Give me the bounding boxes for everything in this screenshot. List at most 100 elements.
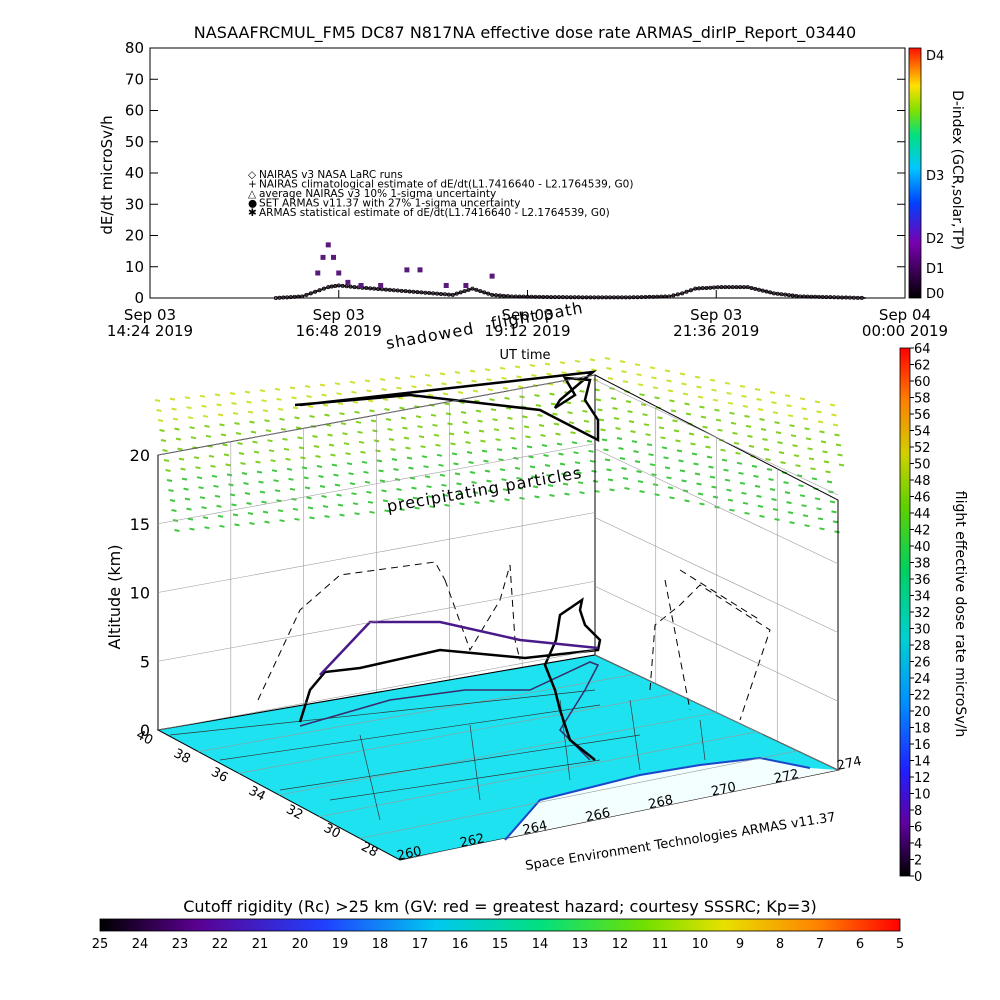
particle-marker: [657, 416, 663, 420]
particle-marker: [762, 438, 768, 441]
particle-marker: [550, 402, 557, 406]
particle-marker: [205, 434, 212, 438]
nairas-point: [723, 285, 728, 290]
particle-marker: [265, 429, 272, 433]
particle-marker: [247, 512, 254, 515]
particle-marker: [261, 500, 267, 504]
latitude-tick-label: 34: [246, 784, 268, 805]
particle-marker: [679, 469, 686, 473]
nairas-point: [462, 289, 467, 294]
particle-marker: [441, 483, 447, 487]
particle-marker: [471, 379, 477, 383]
nairas-point: [596, 295, 601, 300]
particle-marker: [249, 420, 255, 424]
particle-marker: [615, 427, 621, 430]
particle-marker: [778, 451, 785, 455]
particle-marker: [216, 504, 222, 508]
nairas-point: [680, 291, 685, 296]
particle-marker: [444, 503, 450, 507]
particle-marker: [544, 362, 551, 366]
nairas-point: [588, 295, 593, 300]
particle-marker: [619, 457, 626, 460]
nairas-point: [340, 283, 345, 288]
dose-rate-tick-label: 52: [914, 441, 931, 456]
flight-track-cruise: [319, 620, 599, 676]
particle-marker: [376, 459, 383, 463]
particle-marker: [706, 455, 713, 459]
particle-marker: [634, 460, 641, 464]
particle-marker: [195, 466, 201, 470]
particle-marker: [636, 373, 642, 377]
particle-marker: [522, 415, 528, 419]
particle-marker: [648, 453, 654, 457]
particle-marker: [402, 426, 408, 430]
dose-rate-tick-label: 48: [914, 474, 931, 489]
particle-marker: [430, 413, 437, 417]
particle-marker: [442, 493, 449, 497]
particle-marker: [327, 433, 333, 437]
latitude-tick-label: 30: [321, 821, 343, 842]
particle-marker: [159, 429, 165, 432]
nairas-point: [411, 289, 416, 294]
particle-marker: [175, 437, 182, 441]
particle-marker: [474, 501, 480, 504]
particle-marker: [384, 509, 390, 513]
dose-rate-tick-label: 50: [914, 458, 931, 473]
particle-marker: [253, 450, 260, 454]
particle-marker: [699, 405, 705, 409]
particle-marker: [676, 449, 683, 453]
particle-marker: [610, 397, 617, 400]
particle-marker: [187, 416, 194, 420]
nairas-point: [801, 294, 806, 299]
dose-rate-tick-label: 24: [914, 672, 931, 687]
particle-marker: [826, 480, 833, 484]
left-wall-track-projection: [257, 561, 521, 701]
particle-marker: [262, 510, 269, 514]
particle-marker: [229, 392, 236, 395]
coastline: [504, 756, 811, 841]
particle-marker: [184, 497, 191, 501]
particle-marker: [838, 463, 845, 467]
particle-marker: [789, 424, 795, 428]
particle-marker: [583, 419, 590, 423]
armas-point: [489, 273, 495, 279]
altitude-tick-label: 15: [130, 515, 150, 534]
particle-marker: [490, 408, 497, 412]
particle-marker: [678, 459, 684, 463]
particle-marker: [444, 402, 450, 406]
particle-marker: [394, 376, 401, 380]
particle-marker: [400, 416, 407, 420]
particle-marker: [727, 401, 734, 405]
nairas-point: [840, 295, 845, 300]
particle-marker: [553, 422, 560, 426]
nairas-point: [756, 287, 761, 292]
particle-marker: [810, 467, 816, 471]
particle-marker: [438, 463, 444, 467]
x-tick-label-date: Sep 03: [313, 306, 365, 324]
particle-marker: [696, 482, 702, 486]
particle-marker: [267, 439, 273, 443]
particle-marker: [232, 412, 239, 415]
particle-marker: [661, 446, 668, 450]
cutoff-rigidity-ticks: 25 24 23 22 21 20 19 18 17 16 15 14 13 12 11 10 9 8 7 6 5: [92, 937, 904, 952]
particle-marker: [397, 396, 404, 400]
nairas-point: [615, 295, 620, 300]
particle-marker: [294, 416, 300, 420]
particle-marker: [811, 477, 818, 481]
particle-marker: [568, 421, 575, 425]
particle-marker: [424, 475, 431, 479]
particle-marker: [364, 480, 371, 484]
nairas-point: [442, 292, 447, 297]
legend-entry: average NAIRAS v3 10% 1-sigma uncertaint…: [259, 188, 496, 200]
particle-marker: [639, 393, 645, 397]
particle-marker: [570, 431, 576, 435]
particle-marker: [231, 503, 237, 507]
particle-marker: [502, 386, 509, 390]
particle-marker: [283, 447, 290, 451]
nairas-point: [364, 285, 369, 290]
particle-marker: [483, 459, 489, 463]
particle-marker: [784, 491, 791, 495]
particle-marker: [753, 474, 759, 478]
nairas-point: [304, 292, 309, 297]
